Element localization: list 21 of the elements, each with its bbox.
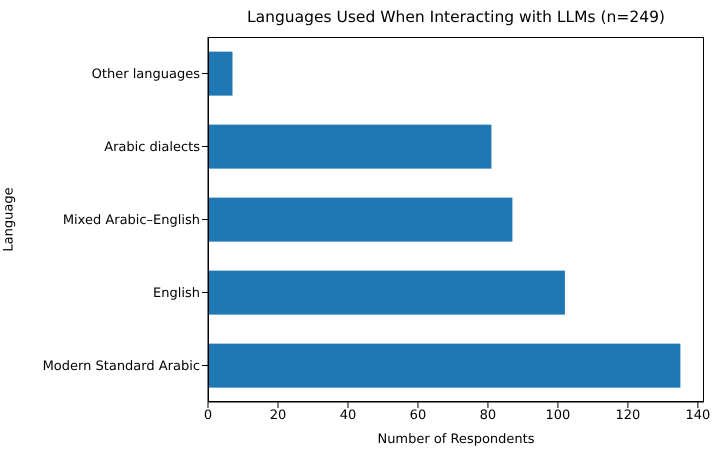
chart-title: Languages Used When Interacting with LLMs (n=249) [246,8,666,26]
bar [208,270,565,315]
y-tick-label: Modern Standard Arabic [42,359,200,374]
x-axis-title: Number of Respondents [377,432,535,447]
bar [208,198,512,242]
y-axis-title: Language [2,187,17,252]
y-tick-label: English [153,286,200,302]
bar [208,52,232,96]
x-tick-label: 140 [685,408,710,424]
y-tick-label: Arabic dialects [104,140,200,156]
x-tick-label: 100 [546,408,570,424]
x-tick-label: 120 [615,408,640,424]
x-tick-label: 0 [204,408,212,424]
y-tick-label: Mixed Arabic–English [62,213,200,228]
x-tick-label: 80 [480,408,496,424]
x-tick-label: 60 [410,408,426,424]
x-tick-label: 40 [340,408,356,424]
bar [208,124,492,169]
y-tick-label: Other languages [92,67,200,82]
x-tick-label: 20 [270,408,286,424]
bar [208,344,680,388]
